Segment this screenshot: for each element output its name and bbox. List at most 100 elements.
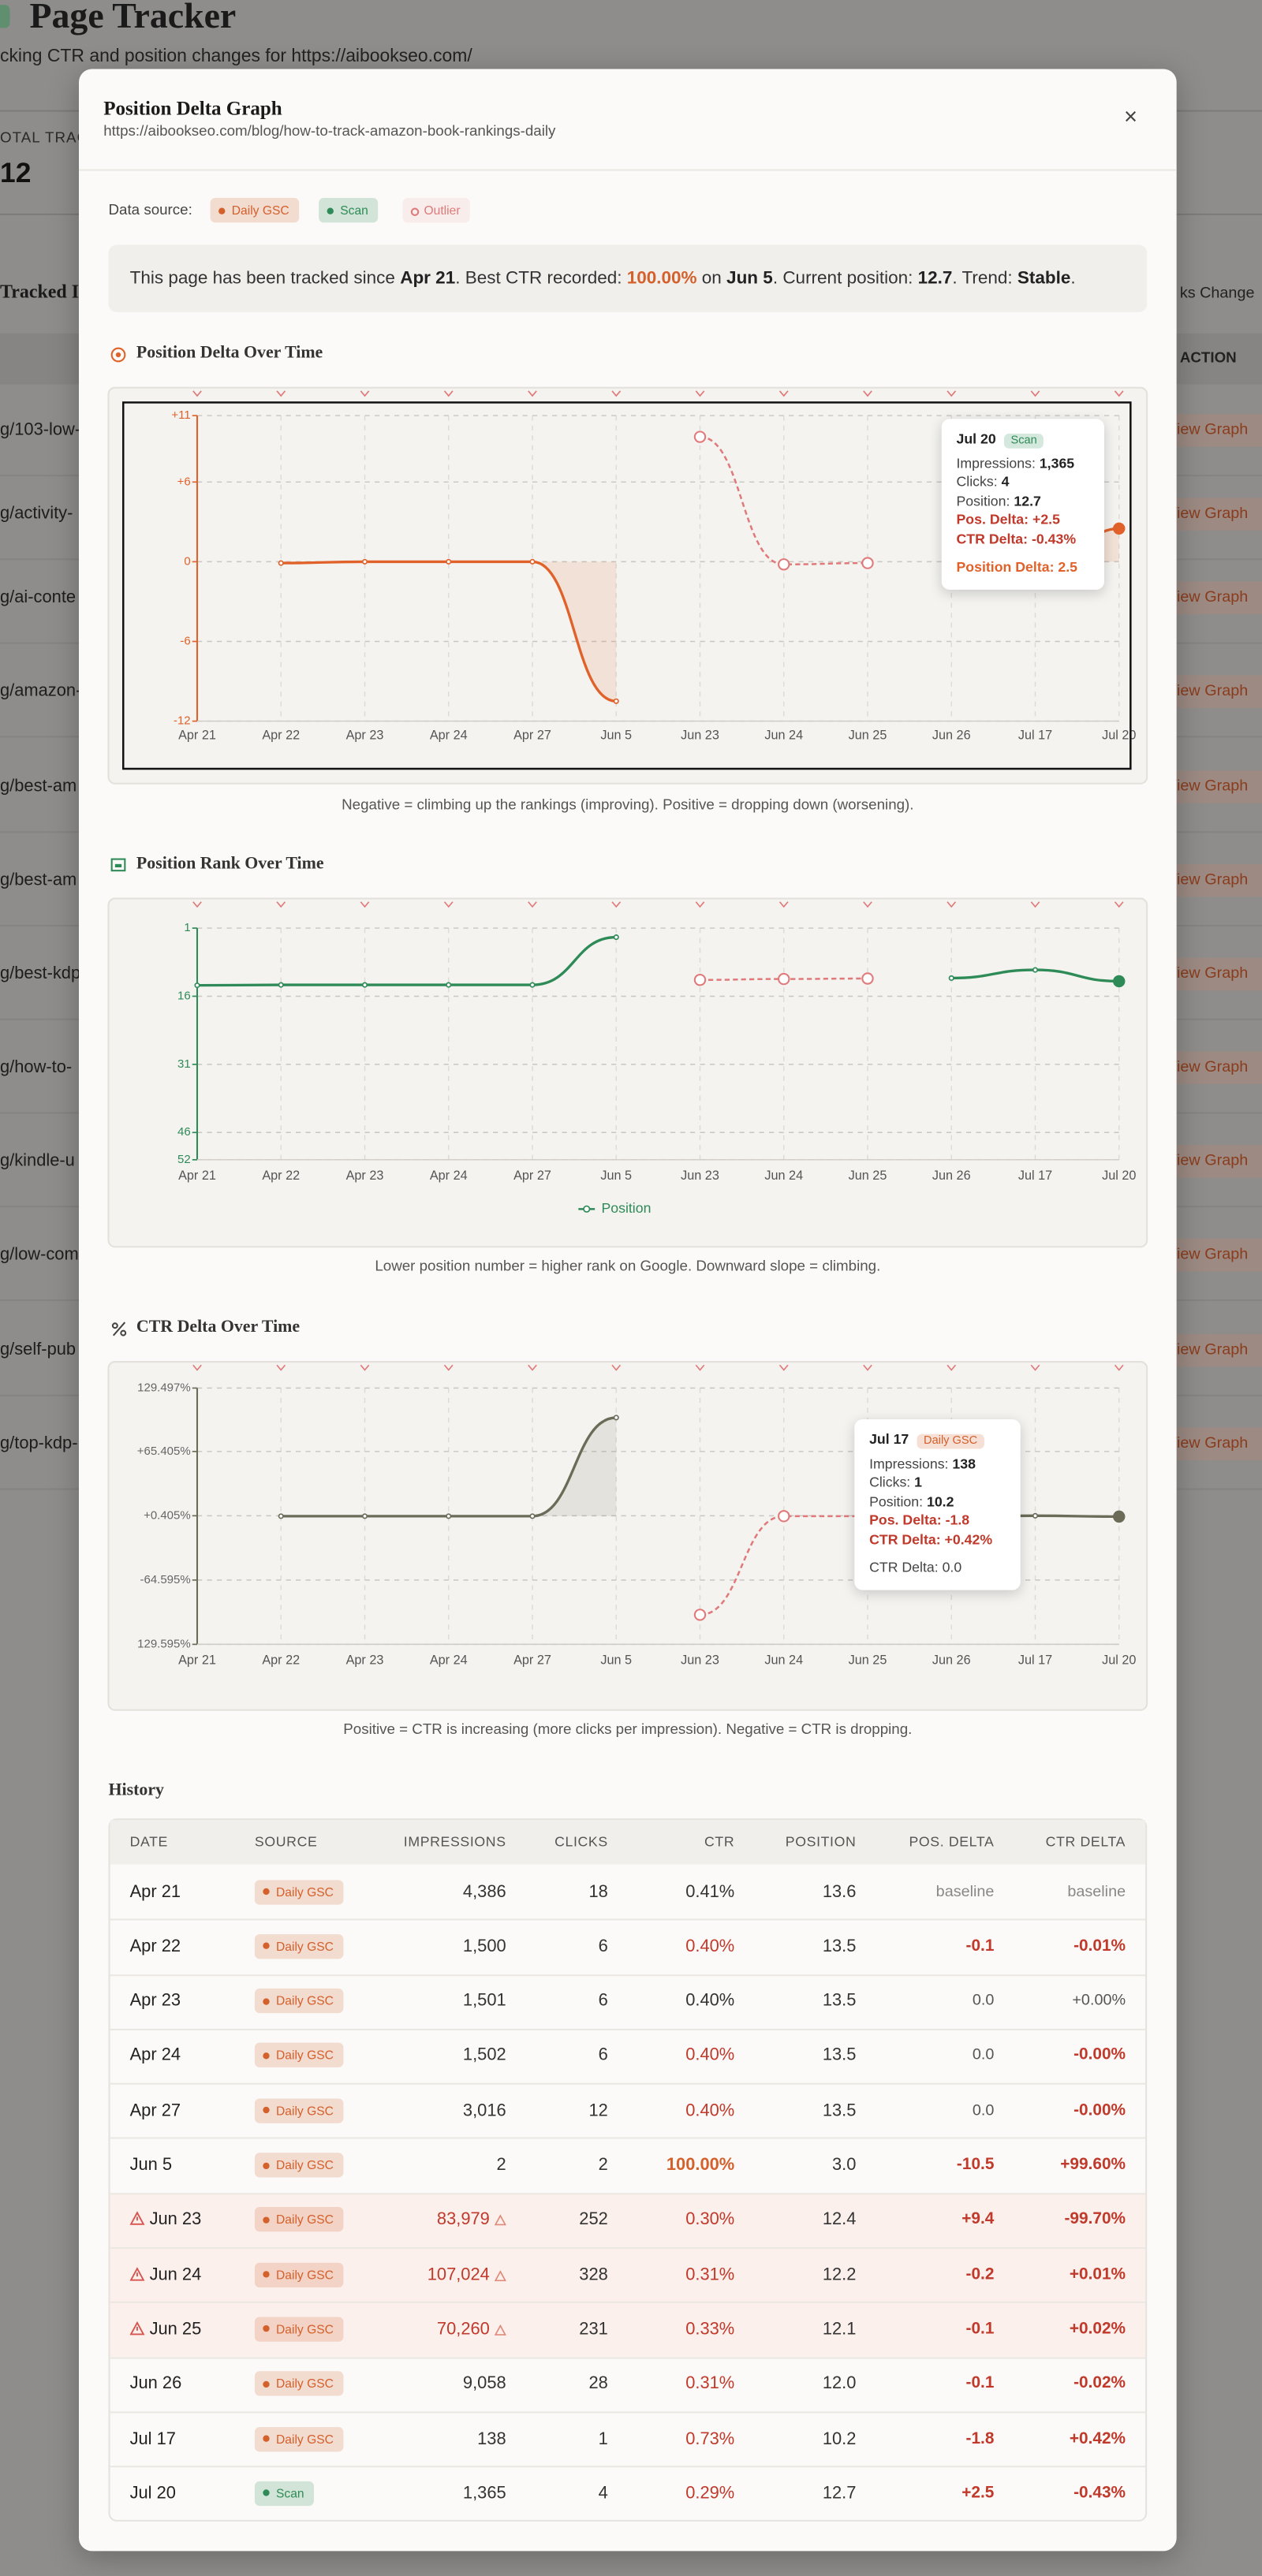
tooltip-value: 4 [1001,473,1010,490]
legend-pill: Scan [319,198,379,223]
x-tick-label: Apr 23 [346,1653,384,1668]
x-tick-label: Jun 24 [764,1653,803,1668]
source-pill: Daily GSC [254,2043,344,2068]
view-graph-link[interactable]: View Graph [1167,1152,1249,1170]
legend-pill: Outlier [402,198,471,223]
legend-marker [583,1205,591,1213]
page-subtitle: cking CTR and position changes for https… [0,47,472,67]
row-url: g/ai-conte [0,587,77,608]
view-graph-band [1159,957,1262,991]
view-graph-link[interactable]: View Graph [1167,1434,1249,1453]
summary-text: This page has been tracked since Apr 21.… [130,269,1076,290]
point [613,934,619,941]
outlier-flag [863,901,872,908]
table-cell: 0.40% [685,2100,735,2120]
table-cell: 2 [598,2155,608,2175]
outlier-flag [276,901,286,908]
table-cell: +0.00% [1072,1992,1126,2011]
table-cell: 252 [579,2209,608,2230]
view-graph-link[interactable]: View Graph [1167,505,1249,524]
point [529,558,536,565]
view-graph-link[interactable]: View Graph [1167,420,1249,439]
area [281,1417,617,1516]
row-url: g/103-low- [0,419,81,440]
outlier-flag [1030,901,1040,908]
column-header: DATE [129,1832,169,1850]
row-url: g/kindle-u [0,1150,75,1171]
legend-pill: Daily GSC [210,198,300,223]
table-cell: 0.40% [685,1936,735,1956]
view-graph-link[interactable]: View Graph [1167,964,1249,983]
chart-caption: Negative = climbing up the rankings (imp… [342,796,914,813]
app-icon [0,5,10,28]
table-cell: 3,016 [462,2100,506,2120]
tooltip-date: Jul 17 [869,1430,909,1448]
line [281,1416,617,1518]
chart-caption: Lower position number = higher rank on G… [375,1258,881,1274]
view-graph-link[interactable]: View Graph [1167,1340,1249,1359]
view-graph-link[interactable]: View Graph [1167,870,1249,889]
tooltip-source: Scan [1004,433,1044,449]
view-graph-link[interactable]: View Graph [1167,588,1249,607]
tooltip-line: Clicks: 4 [956,473,1089,492]
view-graph-link[interactable]: View Graph [1167,682,1249,701]
y-tick-label: 31 [177,1057,191,1071]
table-cell: Jun 24 [149,2265,202,2285]
tooltip-line: Pos. Delta: +2.5 [956,511,1089,530]
view-graph-link[interactable]: View Graph [1167,1245,1249,1264]
point [446,558,452,565]
table-cell: 107,024 [427,2265,490,2285]
outlier-row-bg [110,2192,1146,2247]
row-divider [110,2466,1146,2468]
warning-icon [129,2211,145,2226]
x-tick-label: Jul 20 [1102,729,1136,743]
warning-icon [495,2269,506,2281]
table-cell: 13.5 [822,1991,857,2011]
row-url: g/best-kdp [0,964,81,984]
table-cell: -0.1 [965,1937,995,1955]
x-tick-label: Apr 27 [513,1169,551,1183]
point [1113,1510,1126,1523]
table-cell: 0.40% [685,2045,735,2066]
table-cell: 1 [598,2429,608,2449]
point [361,982,368,988]
outlier-flag [276,1364,286,1371]
history-title: History [108,1781,164,1800]
x-tick-label: Apr 24 [430,729,468,743]
outlier-flag [778,390,789,397]
outlier-flag [443,901,454,908]
point [1032,1512,1039,1519]
point [861,972,874,985]
row-url: g/low-com [0,1244,79,1265]
summary-part: on [696,268,727,289]
view-graph-link[interactable]: View Graph [1167,777,1249,796]
tooltip-line: Clicks: 1 [869,1474,1006,1493]
table-cell: Jun 5 [129,2155,173,2175]
table-cell: baseline [935,1882,995,1901]
view-graph-link[interactable]: View Graph [1167,1058,1249,1077]
row-divider [110,2356,1146,2358]
outlier-flag [192,901,202,908]
tooltip-header: Jul 17 Daily GSC [869,1431,1006,1450]
x-tick-label: Apr 27 [513,729,551,743]
table-cell: -0.00% [1073,2101,1126,2119]
chart-box [107,897,1148,1248]
y-tick-label: 52 [177,1153,191,1166]
row-url: g/self-pub [0,1340,77,1360]
summary-part: Jun 5 [726,268,773,289]
table-cell: -0.1 [965,2374,995,2393]
tooltip-value: 1 [914,1473,923,1490]
table-cell: 12.1 [822,2319,857,2339]
table-cell: -0.02% [1073,2374,1126,2393]
tooltip-value: 12.7 [1014,492,1041,509]
tooltip-line: CTR Delta: +0.42% [869,1530,1006,1549]
y-tick-label: 0 [184,554,190,568]
row-divider [110,2246,1146,2250]
summary-part: 12.7 [917,268,953,289]
y-tick-label: 129.497% [137,1381,191,1394]
x-tick-label: Jun 5 [600,1653,632,1668]
outlier-flag [443,1364,454,1371]
title-icon [115,352,121,358]
close-button[interactable]: × [1123,103,1138,129]
